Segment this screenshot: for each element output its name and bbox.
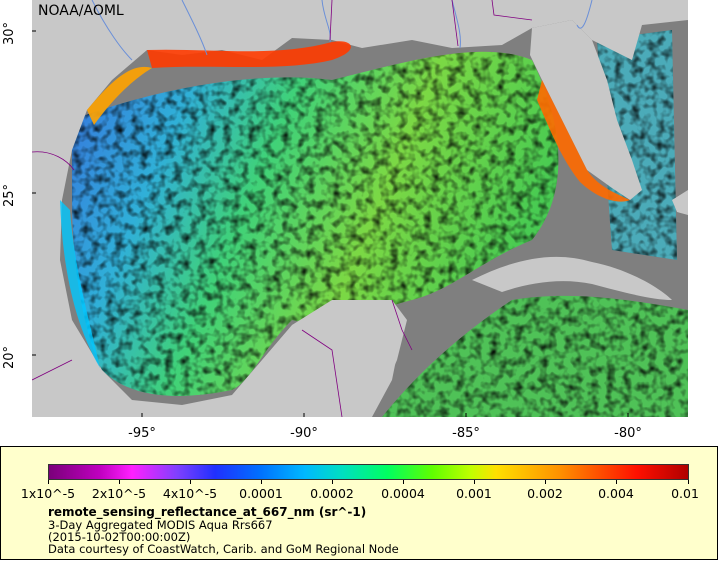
land-florida	[530, 20, 642, 200]
x-tick-95: -95°	[128, 426, 156, 441]
coastal-band-louisiana	[147, 41, 351, 68]
colorbar-mark	[403, 480, 404, 484]
political-borders	[32, 0, 533, 417]
legend-title: remote_sensing_reflectance_at_667_nm (sr…	[48, 505, 367, 519]
y-tick-30: 30°	[2, 21, 17, 45]
coastal-band-florida	[537, 80, 630, 202]
gulf-speckle	[72, 51, 559, 396]
colorbar-tick-label: 1x10^-5	[20, 486, 76, 501]
colorbar-tick-label: 0.01	[671, 486, 699, 501]
land-yucatan	[292, 300, 407, 417]
x-tick-90: -90°	[290, 426, 318, 441]
x-tick-85: -85°	[452, 426, 480, 441]
land-north-america	[32, 0, 688, 200]
legend-description: 3-Day Aggregated MODIS Aqua Rrs667	[48, 518, 273, 532]
colorbar-tick-label: 0.0004	[381, 486, 425, 501]
map-canvas[interactable]	[32, 0, 688, 417]
credit-label: NOAA/AOML	[38, 3, 124, 19]
reflectance-map	[32, 0, 688, 417]
colorbar-tick-label: 0.001	[456, 486, 492, 501]
colorbar-mark	[190, 480, 191, 484]
colorbar-mark	[616, 480, 617, 484]
x-tick-80: -80°	[614, 426, 642, 441]
y-tick-25: 25°	[2, 183, 17, 207]
land-bahamas	[672, 190, 688, 215]
y-tick-20: 20°	[2, 345, 17, 369]
legend-source: Data courtesy of CoastWatch, Carib. and …	[48, 542, 399, 556]
coastal-band-mexico	[60, 200, 100, 368]
colorbar-mark	[261, 480, 262, 484]
colorbar-mark	[474, 480, 475, 484]
legend-panel: 1x10^-5 2x10^-5 4x10^-5 0.0001 0.0002 0.…	[0, 446, 718, 560]
colorbar	[48, 464, 689, 480]
colorbar-tick-label: 0.002	[527, 486, 563, 501]
coastal-band-texas	[87, 66, 152, 125]
colorbar-tick-label: 0.0001	[239, 486, 283, 501]
colorbar-tick-label: 0.004	[598, 486, 634, 501]
colorbar-mark	[119, 480, 120, 484]
colorbar-mark	[332, 480, 333, 484]
colorbar-tick-label: 2x10^-5	[91, 486, 147, 501]
land-mexico	[32, 200, 402, 417]
land-cuba	[472, 256, 672, 300]
colorbar-mark	[688, 480, 689, 484]
colorbar-mark	[545, 480, 546, 484]
tick-marks	[32, 30, 629, 417]
legend-date: (2015-10-02T00:00:00Z)	[48, 530, 191, 544]
atlantic-speckle	[597, 30, 677, 260]
colorbar-mark	[48, 480, 49, 484]
colorbar-tick-label: 0.0002	[310, 486, 354, 501]
caribbean-speckle	[382, 295, 688, 417]
colorbar-tick-label: 4x10^-5	[162, 486, 218, 501]
